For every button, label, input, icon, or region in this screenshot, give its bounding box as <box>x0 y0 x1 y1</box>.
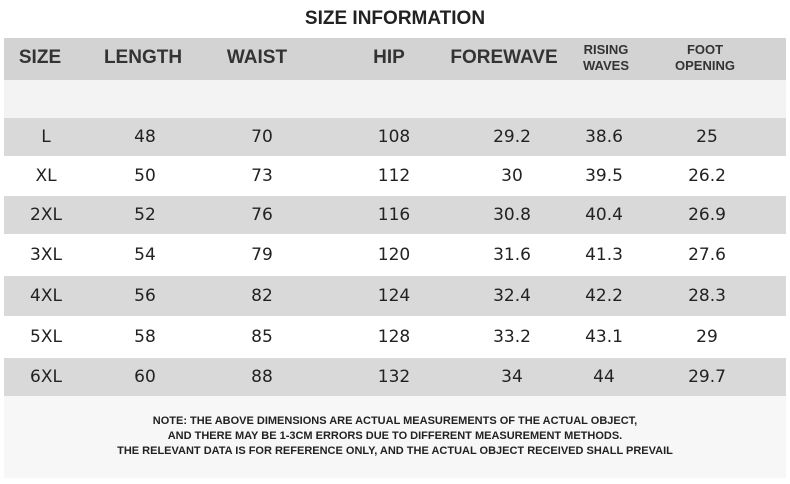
table-cell: 25 <box>696 127 718 147</box>
table-cell: 112 <box>377 166 411 186</box>
column-header: FOREWAVE <box>450 47 558 68</box>
table-cell: L <box>41 127 51 147</box>
table-cell: 88 <box>251 367 273 387</box>
note-band <box>4 396 786 478</box>
table-cell: 26.9 <box>688 205 726 225</box>
table-cell: 82 <box>251 286 273 306</box>
table-cell: 73 <box>251 166 273 186</box>
table-cell: 76 <box>251 205 273 225</box>
column-header: WAIST <box>226 47 288 68</box>
table-cell: 79 <box>251 245 273 265</box>
table-cell: 27.6 <box>688 245 726 265</box>
note-line: THE RELEVANT DATA IS FOR REFERENCE ONLY,… <box>117 445 673 457</box>
note: NOTE: THE ABOVE DIMENSIONS ARE ACTUAL ME… <box>4 414 786 459</box>
column-header: HIP <box>373 47 405 68</box>
table-cell: 41.3 <box>585 245 623 265</box>
row-band <box>4 196 786 234</box>
table-cell: XL <box>35 166 57 186</box>
table-cell: 60 <box>134 367 156 387</box>
table-cell: 50 <box>134 166 156 186</box>
table-cell: 32.4 <box>493 286 531 306</box>
table-cell: 54 <box>134 245 156 265</box>
note-line: NOTE: THE ABOVE DIMENSIONS ARE ACTUAL ME… <box>152 415 638 427</box>
table-cell: 29 <box>696 327 718 347</box>
table-cell: 43.1 <box>585 327 623 347</box>
table-cell: 30 <box>501 166 523 186</box>
table-cell: 70 <box>251 127 273 147</box>
table-cell: 120 <box>377 245 411 265</box>
table-cell: 52 <box>134 205 156 225</box>
title: SIZE INFORMATION <box>304 8 486 29</box>
table-cell: 116 <box>377 205 411 225</box>
table-cell: 132 <box>377 367 411 387</box>
table-cell: 40.4 <box>585 205 623 225</box>
table-cell: 124 <box>377 286 411 306</box>
table-cell: 2XL <box>30 205 62 225</box>
table-cell: 108 <box>377 127 411 147</box>
table-cell: 26.2 <box>688 166 726 186</box>
row-band <box>4 358 786 396</box>
table-cell: 29.2 <box>493 127 531 147</box>
table-cell: 39.5 <box>585 166 623 186</box>
column-header: FOOT OPENING <box>675 42 735 73</box>
table-cell: 31.6 <box>493 245 531 265</box>
table-cell: 33.2 <box>493 327 531 347</box>
note-line: AND THERE MAY BE 1-3CM ERRORS DUE TO DIF… <box>167 430 623 442</box>
table-cell: 128 <box>377 327 411 347</box>
table-cell: 3XL <box>30 245 62 265</box>
column-header: SIZE <box>18 47 62 68</box>
table-cell: 6XL <box>30 367 62 387</box>
table-cell: 56 <box>134 286 156 306</box>
row-band <box>4 276 786 316</box>
table-cell: 4XL <box>30 286 62 306</box>
table-cell: 85 <box>251 327 273 347</box>
column-header: LENGTH <box>103 47 183 68</box>
table-cell: 34 <box>501 367 523 387</box>
column-header: RISING WAVES <box>583 42 629 73</box>
table-cell: 29.7 <box>688 367 726 387</box>
table-cell: 42.2 <box>585 286 623 306</box>
row-band <box>4 118 786 156</box>
table-cell: 38.6 <box>585 127 623 147</box>
table-cell: 58 <box>134 327 156 347</box>
header-band <box>4 38 786 80</box>
table-cell: 28.3 <box>688 286 726 306</box>
table-cell: 30.8 <box>493 205 531 225</box>
spacer-band <box>4 80 786 118</box>
table-cell: 5XL <box>30 327 62 347</box>
table-cell: 48 <box>134 127 156 147</box>
table-cell: 44 <box>593 367 615 387</box>
